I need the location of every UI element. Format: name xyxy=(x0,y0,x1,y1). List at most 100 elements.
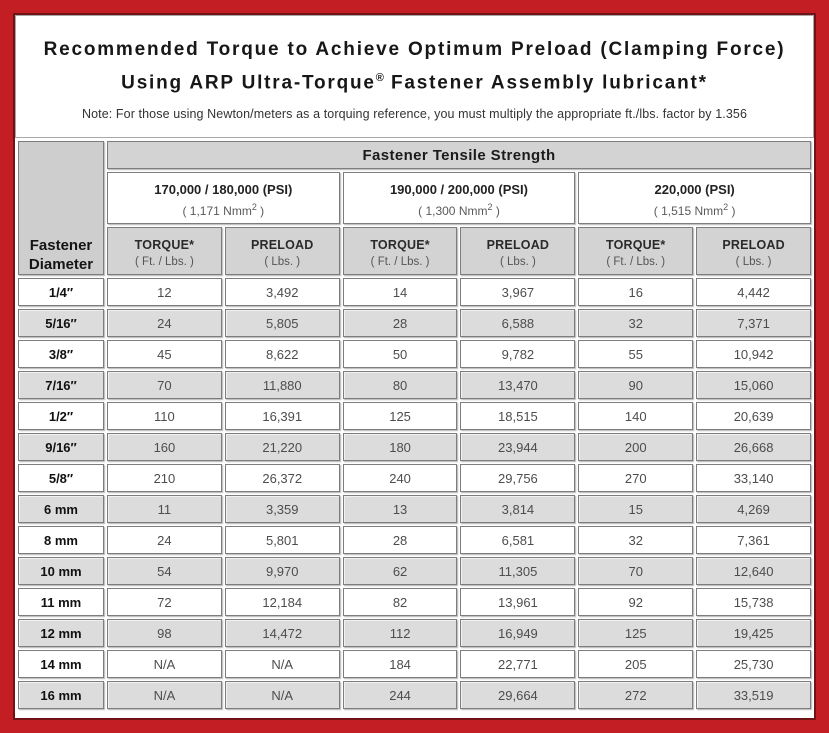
value-cell: 72 xyxy=(107,588,222,616)
value-cell: 29,756 xyxy=(460,464,576,492)
value-cell: 11,305 xyxy=(460,557,576,585)
value-cell: N/A xyxy=(224,681,340,709)
value-cell: 15,738 xyxy=(696,588,811,616)
diameter-cell: 10 mm xyxy=(18,557,104,585)
title-line-2-end: Fastener Assembly lubricant* xyxy=(383,72,708,94)
value-cell: 3,492 xyxy=(224,278,340,306)
diameter-cell: 12 mm xyxy=(18,619,104,647)
value-cell: 26,372 xyxy=(224,464,340,492)
value-cell: 210 xyxy=(107,464,222,492)
value-cell: 9,782 xyxy=(460,340,576,368)
value-cell: 5,805 xyxy=(224,309,340,337)
content-panel: Recommended Torque to Achieve Optimum Pr… xyxy=(13,13,816,720)
value-cell: 13 xyxy=(342,495,458,523)
table-row: 6 mm 11 3,359 13 3,814 15 4,269 xyxy=(18,495,811,523)
value-cell: 184 xyxy=(342,650,458,678)
value-cell: 12,184 xyxy=(224,588,340,616)
table-row: 1/2″ 110 16,391 125 18,515 140 20,639 xyxy=(18,402,811,430)
value-cell: 14,472 xyxy=(224,619,340,647)
value-cell: N/A xyxy=(107,681,222,709)
value-cell: 13,470 xyxy=(460,371,576,399)
value-cell: 25,730 xyxy=(696,650,811,678)
value-cell: 200 xyxy=(578,433,694,461)
torque-table: Fastener Diameter Fastener Tensile Stren… xyxy=(15,138,814,712)
diameter-cell: 16 mm xyxy=(18,681,104,709)
psi-rating: 190,000 / 200,000 (PSI) xyxy=(389,181,528,197)
diameter-cell: 8 mm xyxy=(18,526,104,554)
value-cell: 28 xyxy=(342,526,458,554)
value-cell: 7,371 xyxy=(696,309,811,337)
diameter-cell: 11 mm xyxy=(18,588,104,616)
preload-column-header: PRELOAD ( Lbs. ) xyxy=(224,227,340,275)
value-cell: 4,442 xyxy=(696,278,811,306)
diameter-cell: 6 mm xyxy=(18,495,104,523)
value-cell: 180 xyxy=(342,433,458,461)
table-header: Fastener Diameter Fastener Tensile Stren… xyxy=(18,141,811,275)
table-row: 9/16″ 160 21,220 180 23,944 200 26,668 xyxy=(18,433,811,461)
value-cell: 160 xyxy=(107,433,222,461)
value-cell: 16,391 xyxy=(224,402,340,430)
value-cell: 13,961 xyxy=(460,588,576,616)
value-cell: 32 xyxy=(578,526,694,554)
value-cell: 70 xyxy=(107,371,222,399)
note-text: Note: For those using Newton/meters as a… xyxy=(81,107,747,122)
value-cell: 6,581 xyxy=(460,526,576,554)
value-cell: 3,359 xyxy=(224,495,340,523)
nmm-rating: ( 1,515 Nmm2 ) xyxy=(653,201,736,218)
table-row: 11 mm 72 12,184 82 13,961 92 15,738 xyxy=(18,588,811,616)
value-cell: 8,622 xyxy=(224,340,340,368)
corner-header-fastener-diameter: Fastener Diameter xyxy=(18,141,104,275)
table-row: 1/4″ 12 3,492 14 3,967 16 4,442 xyxy=(18,278,811,306)
value-cell: 16 xyxy=(578,278,694,306)
table-row: 10 mm 54 9,970 62 11,305 70 12,640 xyxy=(18,557,811,585)
value-cell: 16,949 xyxy=(460,619,576,647)
tensile-group-header-220: 220,000 (PSI) ( 1,515 Nmm2 ) xyxy=(578,172,811,224)
value-cell: 15 xyxy=(578,495,694,523)
tensile-group-header-190-200: 190,000 / 200,000 (PSI) ( 1,300 Nmm2 ) xyxy=(342,172,576,224)
value-cell: 7,361 xyxy=(696,526,811,554)
table-row: 16 mm N/A N/A 244 29,664 272 33,519 xyxy=(18,681,811,709)
value-cell: 244 xyxy=(342,681,458,709)
torque-column-header: TORQUE* ( Ft. / Lbs. ) xyxy=(342,227,458,275)
value-cell: 28 xyxy=(342,309,458,337)
value-cell: 54 xyxy=(107,557,222,585)
value-cell: 26,668 xyxy=(696,433,811,461)
value-cell: 33,519 xyxy=(696,681,811,709)
diameter-cell: 14 mm xyxy=(18,650,104,678)
value-cell: 55 xyxy=(578,340,694,368)
value-cell: 12,640 xyxy=(696,557,811,585)
value-cell: N/A xyxy=(224,650,340,678)
value-cell: 29,664 xyxy=(460,681,576,709)
value-cell: 125 xyxy=(578,619,694,647)
value-cell: 11,880 xyxy=(224,371,340,399)
diameter-cell: 1/2″ xyxy=(18,402,104,430)
value-cell: 92 xyxy=(578,588,694,616)
value-cell: 270 xyxy=(578,464,694,492)
value-cell: 272 xyxy=(578,681,694,709)
value-cell: 5,801 xyxy=(224,526,340,554)
table-row: 5/16″ 24 5,805 28 6,588 32 7,371 xyxy=(18,309,811,337)
torque-column-header: TORQUE* ( Ft. / Lbs. ) xyxy=(107,227,222,275)
value-cell: 20,639 xyxy=(696,402,811,430)
diameter-cell: 9/16″ xyxy=(18,433,104,461)
value-cell: 90 xyxy=(578,371,694,399)
value-cell: 24 xyxy=(107,526,222,554)
title-panel: Recommended Torque to Achieve Optimum Pr… xyxy=(15,15,814,138)
value-cell: 240 xyxy=(342,464,458,492)
value-cell: 62 xyxy=(342,557,458,585)
value-cell: 14 xyxy=(342,278,458,306)
value-cell: 23,944 xyxy=(460,433,576,461)
table-row: 7/16″ 70 11,880 80 13,470 90 15,060 xyxy=(18,371,811,399)
value-cell: 24 xyxy=(107,309,222,337)
value-cell: 11 xyxy=(107,495,222,523)
torque-column-header: TORQUE* ( Ft. / Lbs. ) xyxy=(578,227,694,275)
table-row: 14 mm N/A N/A 184 22,771 205 25,730 xyxy=(18,650,811,678)
value-cell: N/A xyxy=(107,650,222,678)
value-cell: 19,425 xyxy=(696,619,811,647)
value-cell: 140 xyxy=(578,402,694,430)
value-cell: 82 xyxy=(342,588,458,616)
nmm-rating: ( 1,171 Nmm2 ) xyxy=(182,201,265,218)
preload-column-header: PRELOAD ( Lbs. ) xyxy=(696,227,811,275)
value-cell: 112 xyxy=(342,619,458,647)
